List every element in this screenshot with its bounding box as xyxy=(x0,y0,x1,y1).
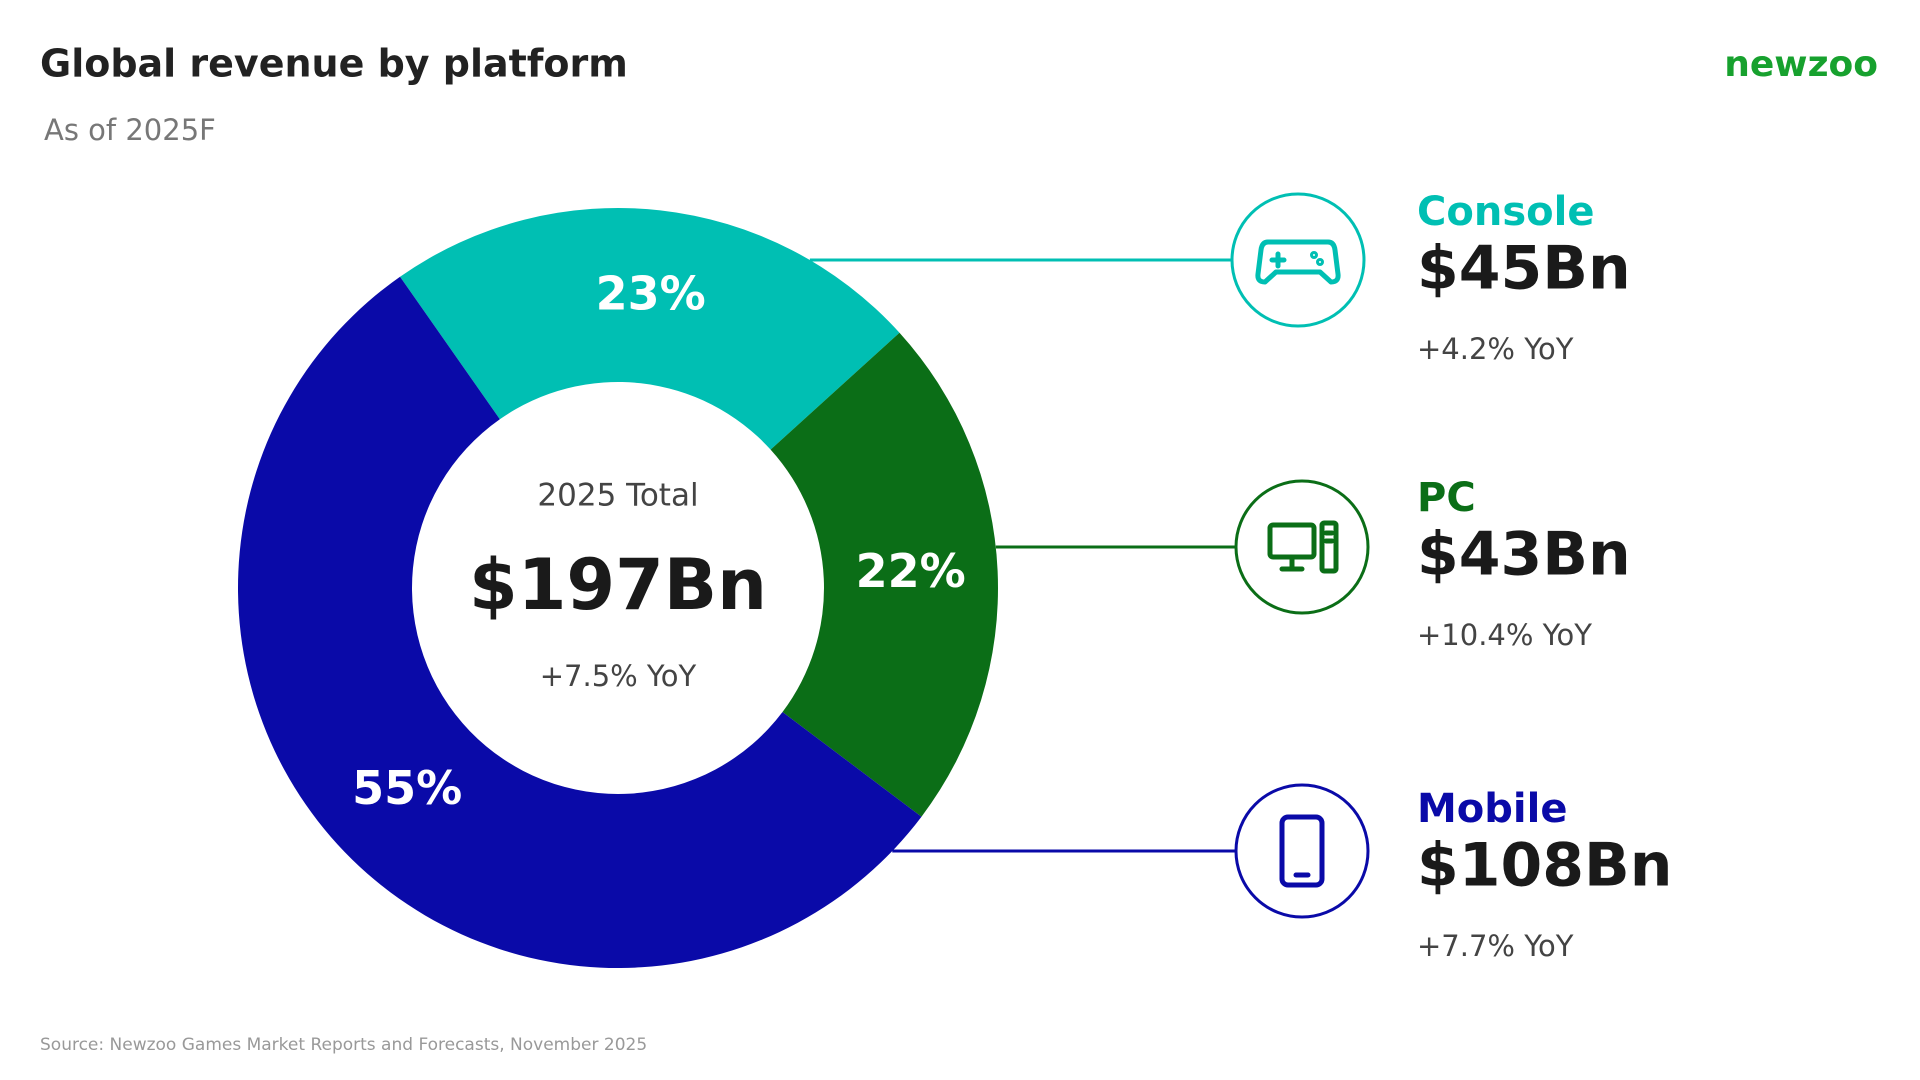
center-value: $197Bn xyxy=(469,544,767,626)
legend-label: Mobile xyxy=(1417,786,1567,832)
center-label: 2025 Total xyxy=(537,478,698,514)
phone xyxy=(1279,814,1325,888)
button xyxy=(1310,251,1318,259)
revenue-value: $45Bn xyxy=(1417,234,1631,304)
slice-label: 55% xyxy=(352,761,462,815)
growth-value: +7.7% YoY xyxy=(1417,929,1574,963)
dpad xyxy=(1269,251,1287,269)
gamepad xyxy=(1255,239,1341,285)
slice-label: 22% xyxy=(856,544,966,598)
tower-line xyxy=(1323,530,1335,544)
donut-slice xyxy=(238,276,922,968)
tower xyxy=(1319,520,1339,574)
donut-slice xyxy=(400,208,900,450)
slice-label: 23% xyxy=(596,266,706,320)
growth-value: +10.4% YoY xyxy=(1417,618,1592,652)
platform-icon xyxy=(1255,239,1341,285)
stand xyxy=(1279,554,1305,572)
revenue-value: $108Bn xyxy=(1417,831,1672,901)
source-note: Source: Newzoo Games Market Reports and … xyxy=(40,1035,647,1055)
chart-title: Global revenue by platform xyxy=(40,42,628,86)
growth-value: +4.2% YoY xyxy=(1417,332,1574,366)
platform-icon xyxy=(1279,814,1325,888)
icon-ring xyxy=(1230,192,1366,328)
brand-logo: newzoo xyxy=(1724,44,1878,85)
revenue-value: $43Bn xyxy=(1417,520,1631,590)
legend-label: Console xyxy=(1417,189,1594,235)
platform-icon xyxy=(1267,520,1339,574)
icon-ring xyxy=(1234,783,1370,919)
chart-subtitle: As of 2025F xyxy=(44,113,216,147)
legend-label: PC xyxy=(1417,475,1476,521)
center-growth: +7.5% YoY xyxy=(540,659,697,693)
icon-ring xyxy=(1234,479,1370,615)
button xyxy=(1316,258,1324,266)
donut-slice xyxy=(770,332,998,817)
